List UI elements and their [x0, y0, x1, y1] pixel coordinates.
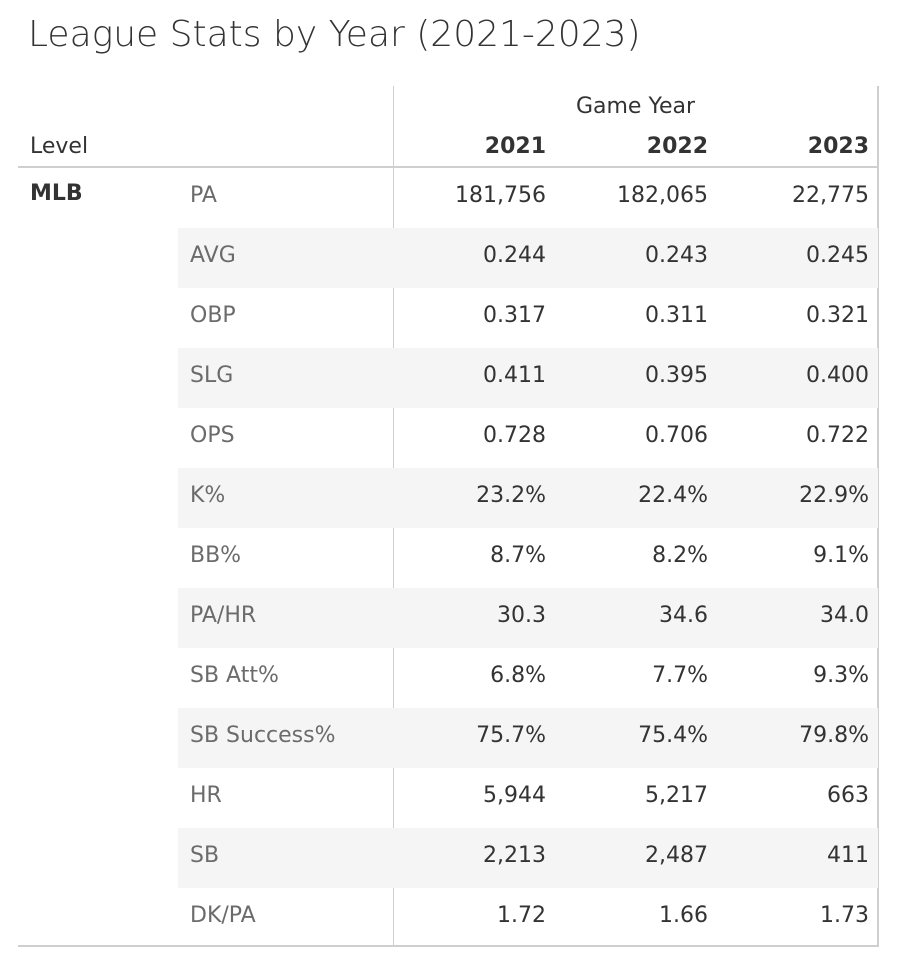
measure-label: AVG — [190, 243, 236, 268]
measure-label: HR — [190, 783, 222, 808]
table-cell-2023: 9.1% — [813, 543, 869, 568]
table-divider-right — [877, 86, 879, 946]
measure-label: SB Success% — [190, 723, 336, 748]
table-cell-2022: 5,217 — [645, 783, 708, 808]
table-cell-2021: 5,944 — [483, 783, 546, 808]
measure-label: SB Att% — [190, 663, 279, 688]
table-cell-2022: 22.4% — [638, 483, 708, 508]
table-cell-2023: 411 — [827, 843, 869, 868]
table-cell-2021: 0.244 — [483, 243, 546, 268]
table-cell-2021: 75.7% — [476, 723, 546, 748]
table-cell-2022: 182,065 — [617, 183, 708, 208]
table-cell-2023: 22,775 — [792, 183, 869, 208]
table-cell-2021: 181,756 — [455, 183, 546, 208]
table-row: SB Att% 6.8% 7.7% 9.3% — [178, 648, 878, 708]
table-cell-2021: 1.72 — [497, 903, 546, 928]
table-cell-2022: 0.706 — [645, 423, 708, 448]
column-header-2023: 2023 — [807, 134, 869, 159]
table-cell-2023: 79.8% — [799, 723, 869, 748]
bottom-rule — [18, 945, 879, 947]
table-row: OBP 0.317 0.311 0.321 — [178, 288, 878, 348]
table-cell-2023: 1.73 — [820, 903, 869, 928]
measure-label: K% — [190, 483, 226, 508]
table-cell-2023: 9.3% — [813, 663, 869, 688]
table-row: HR 5,944 5,217 663 — [178, 768, 878, 828]
table-cell-2021: 0.317 — [483, 303, 546, 328]
measure-label: DK/PA — [190, 903, 256, 928]
table-cell-2021: 2,213 — [483, 843, 546, 868]
table-cell-2023: 0.722 — [806, 423, 869, 448]
table-cell-2023: 0.245 — [806, 243, 869, 268]
table-row: SB Success% 75.7% 75.4% 79.8% — [178, 708, 878, 768]
measure-label: PA — [190, 183, 217, 208]
table-cell-2023: 0.400 — [806, 363, 869, 388]
table-cell-2023: 0.321 — [806, 303, 869, 328]
row-header-level: Level — [30, 134, 89, 159]
table-row: SB 2,213 2,487 411 — [178, 828, 878, 888]
table-cell-2022: 0.395 — [645, 363, 708, 388]
measure-label: SLG — [190, 363, 234, 388]
measure-label: BB% — [190, 543, 242, 568]
measure-label: OBP — [190, 303, 236, 328]
table-row: AVG 0.244 0.243 0.245 — [178, 228, 878, 288]
table-cell-2021: 23.2% — [476, 483, 546, 508]
table-row: DK/PA 1.72 1.66 1.73 — [178, 888, 878, 948]
table-row: SLG 0.411 0.395 0.400 — [178, 348, 878, 408]
table-cell-2022: 1.66 — [659, 903, 708, 928]
table-cell-2021: 0.728 — [483, 423, 546, 448]
table-cell-2021: 8.7% — [490, 543, 546, 568]
table-row: OPS 0.728 0.706 0.722 — [178, 408, 878, 468]
table-cell-2022: 0.243 — [645, 243, 708, 268]
measure-label: PA/HR — [190, 603, 257, 628]
table-cell-2022: 2,487 — [645, 843, 708, 868]
table-cell-2022: 0.311 — [645, 303, 708, 328]
chart-title: League Stats by Year (2021-2023) — [28, 14, 641, 55]
table-cell-2022: 34.6 — [659, 603, 708, 628]
table-cell-2023: 34.0 — [820, 603, 869, 628]
measure-label: OPS — [190, 423, 235, 448]
table-cell-2022: 8.2% — [652, 543, 708, 568]
table-cell-2021: 6.8% — [490, 663, 546, 688]
column-header-2022: 2022 — [646, 134, 708, 159]
table-cell-2022: 7.7% — [652, 663, 708, 688]
table-row: PA 181,756 182,065 22,775 — [178, 168, 878, 228]
column-group-header: Game Year — [575, 94, 696, 119]
level-value: MLB — [30, 181, 83, 206]
table-cell-2023: 663 — [827, 783, 869, 808]
table-cell-2023: 22.9% — [799, 483, 869, 508]
measure-label: SB — [190, 843, 220, 868]
header-rule — [18, 166, 879, 168]
table-cell-2021: 30.3 — [497, 603, 546, 628]
table-cell-2022: 75.4% — [638, 723, 708, 748]
table-row: PA/HR 30.3 34.6 34.0 — [178, 588, 878, 648]
table-cell-2021: 0.411 — [483, 363, 546, 388]
table-row: K% 23.2% 22.4% 22.9% — [178, 468, 878, 528]
table-row: BB% 8.7% 8.2% 9.1% — [178, 528, 878, 588]
column-header-2021: 2021 — [484, 134, 546, 159]
